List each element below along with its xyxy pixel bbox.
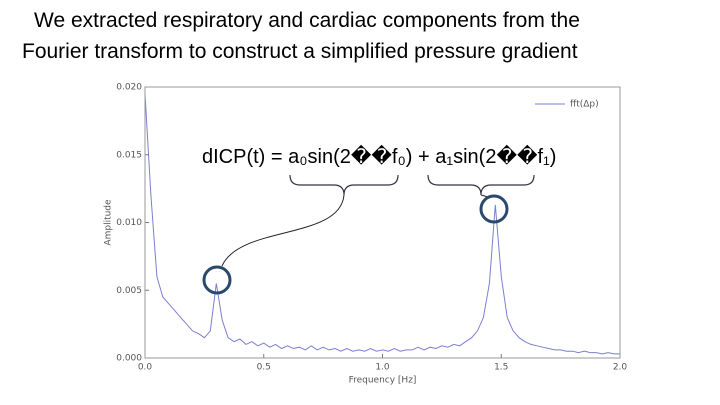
x-tick-label: 0.5 bbox=[257, 363, 271, 373]
y-tick-label: 0.000 bbox=[116, 354, 142, 364]
equation: dICP(t) = a₀sin(2��f₀) + a₁sin(2��f₁) bbox=[202, 144, 556, 168]
y-axis-label: Amplitude bbox=[104, 199, 114, 246]
y-tick-label: 0.020 bbox=[116, 83, 142, 93]
x-tick-label: 1.5 bbox=[494, 363, 508, 373]
data-line bbox=[144, 93, 620, 355]
connector bbox=[221, 194, 345, 267]
brace bbox=[427, 174, 535, 196]
plot-frame bbox=[144, 86, 621, 359]
legend-label: fft(Δp) bbox=[570, 100, 599, 110]
y-tick-label: 0.005 bbox=[116, 286, 142, 296]
slide-title: Fourier transform to construct a simplif… bbox=[22, 40, 578, 63]
x-tick-label: 0.0 bbox=[138, 363, 153, 373]
slide-title: We extracted respiratory and cardiac com… bbox=[34, 9, 580, 32]
y-tick-label: 0.010 bbox=[116, 218, 142, 228]
highlight-circle bbox=[479, 194, 509, 224]
x-tick-label: 2.0 bbox=[613, 363, 628, 373]
x-axis-label: Frequency [Hz] bbox=[349, 376, 417, 386]
x-tick-label: 1.0 bbox=[375, 363, 390, 373]
brace bbox=[289, 174, 399, 196]
highlight-circle bbox=[202, 265, 232, 295]
y-tick-label: 0.015 bbox=[116, 150, 142, 160]
